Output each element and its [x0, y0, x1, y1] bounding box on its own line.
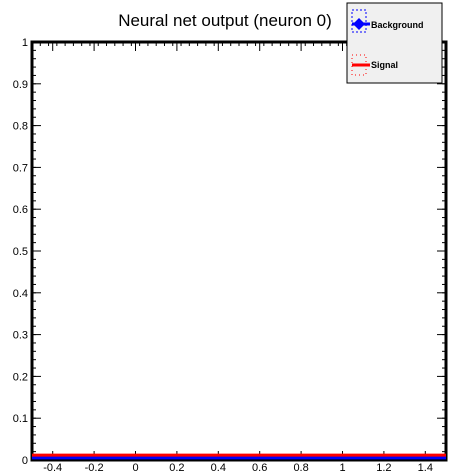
series-layer: [32, 453, 446, 460]
y-tick-label: 0.4: [13, 288, 28, 300]
chart-title: Neural net output (neuron 0): [118, 11, 332, 30]
legend-box: [346, 2, 443, 84]
x-tick-label: 1.2: [376, 462, 391, 474]
y-tick-label: 0.1: [13, 413, 28, 425]
x-tick-label: 1: [339, 462, 345, 474]
x-tick-label: 0.6: [252, 462, 267, 474]
y-tick-label: 0.9: [13, 79, 28, 91]
x-tick-label: -0.2: [85, 462, 104, 474]
y-tick-label: 1: [22, 37, 28, 49]
legend-hatch-icon: [351, 9, 367, 33]
y-tick-labels: 0 0.1 0.2 0.3 0.4 0.5 0.6 0.7 0.8 0.9 1: [13, 37, 28, 467]
legend-entry-background: Background: [351, 9, 424, 33]
tick-marks: [31, 41, 447, 461]
legend: Background Signal: [346, 2, 443, 84]
x-tick-label: 0.8: [293, 462, 308, 474]
x-tick-label: 0: [132, 462, 138, 474]
y-tick-label: 0.3: [13, 330, 28, 342]
y-tick-label: 0: [22, 455, 28, 467]
x-tick-label: -0.4: [43, 462, 62, 474]
plot-frame: [30, 40, 448, 462]
legend-diamond-icon: [353, 18, 365, 30]
y-tick-label: 0.7: [13, 162, 28, 174]
x-tick-labels: -0.4 -0.2 0 0.2 0.4 0.6 0.8 1 1.2 1.4: [43, 462, 433, 474]
y-tick-label: 0.5: [13, 246, 28, 258]
legend-label: Signal: [371, 60, 398, 70]
x-tick-label: 0.2: [169, 462, 184, 474]
x-tick-label: 0.4: [211, 462, 226, 474]
legend-items: Background Signal: [351, 9, 424, 76]
y-tick-label: 0.2: [13, 371, 28, 383]
legend-entry-signal: Signal: [351, 54, 398, 76]
legend-label: Background: [371, 20, 424, 30]
y-tick-label: 0.6: [13, 204, 28, 216]
y-tick-label: 0.8: [13, 121, 28, 133]
x-tick-label: 1.4: [418, 462, 433, 474]
